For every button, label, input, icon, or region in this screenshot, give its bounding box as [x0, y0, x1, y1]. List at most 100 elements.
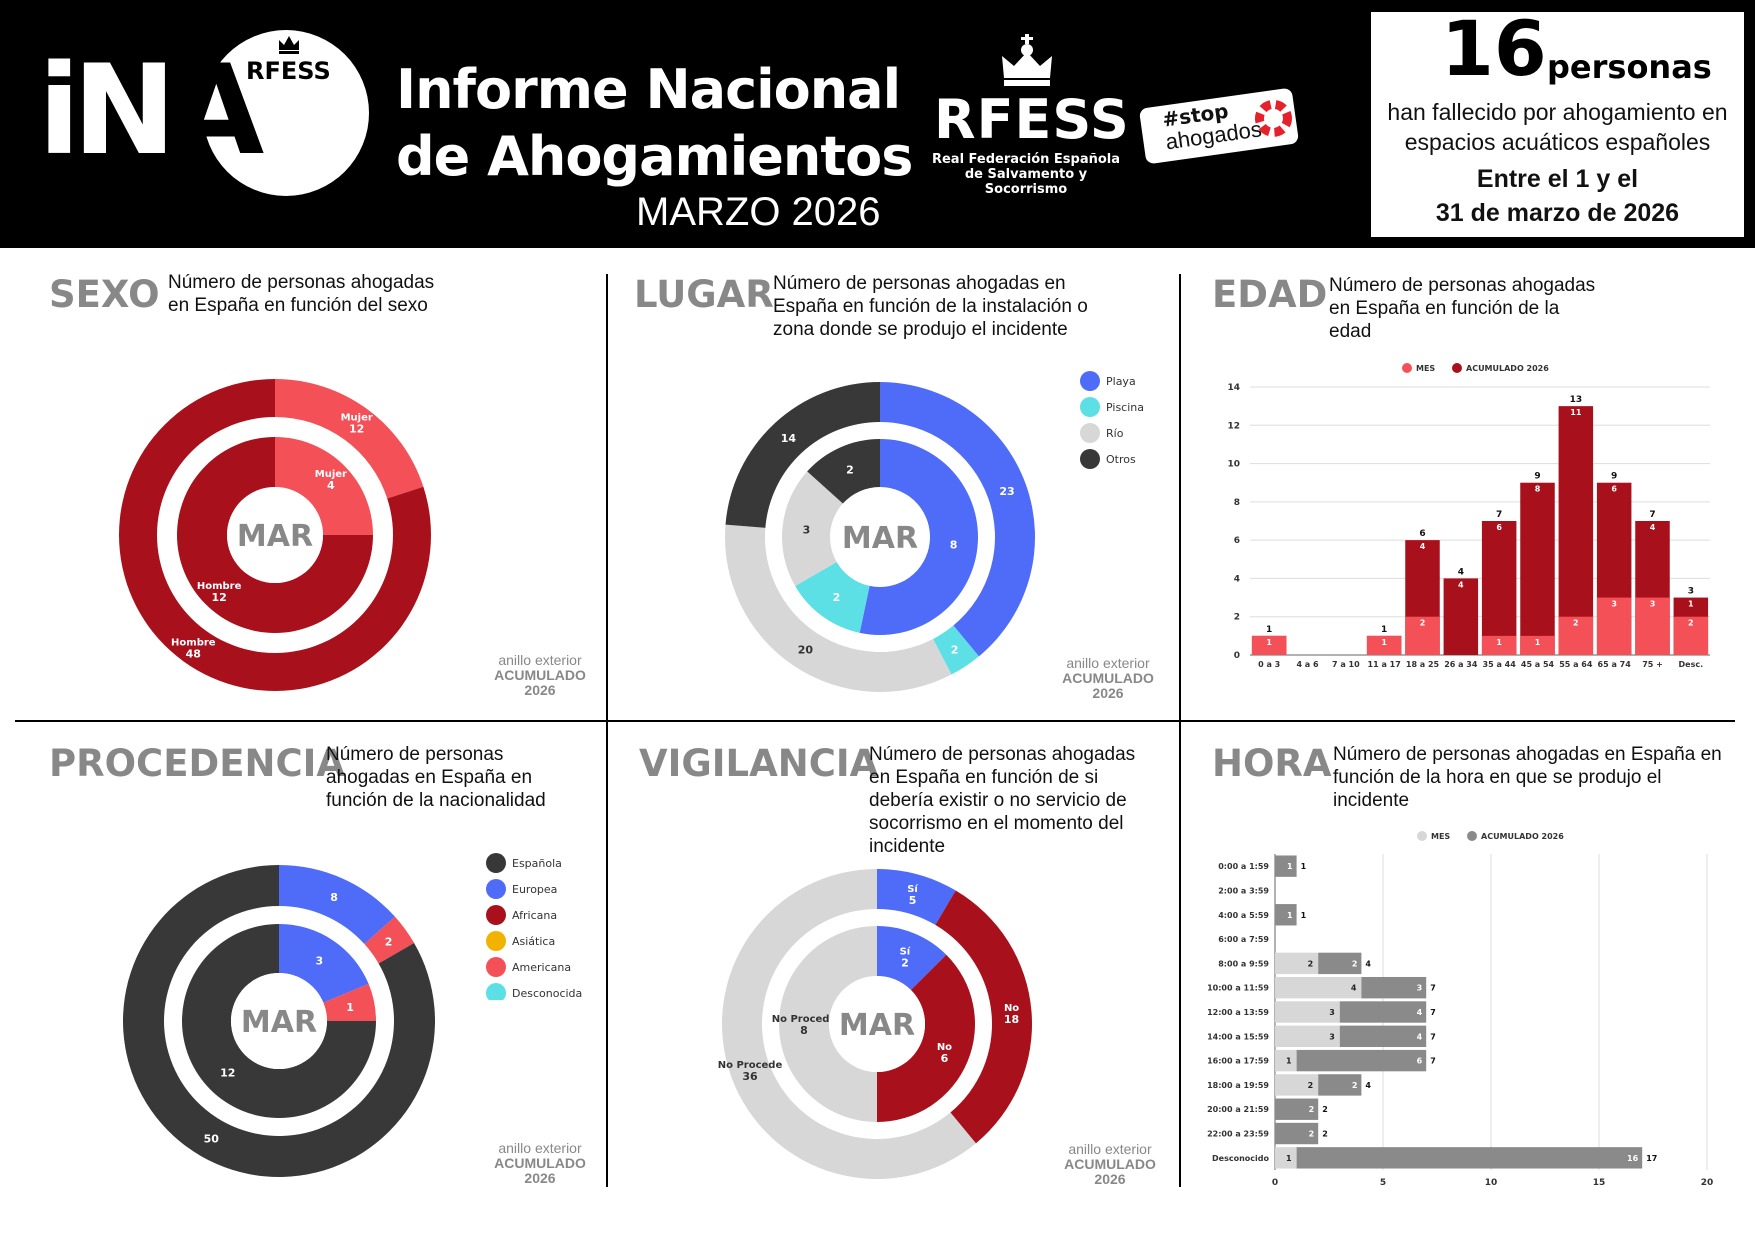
edad-xtick-0: 0 a 3: [1258, 660, 1280, 669]
ina-logo-brand: RFESS: [246, 57, 331, 85]
lugar-legend: Playa Piscina Río Otros: [1080, 371, 1144, 469]
edad-bar-mes-10: [1635, 597, 1670, 655]
edad-acumulado-label-9: 9: [1611, 472, 1617, 482]
hora-bar-acumulado-12: [1296, 1147, 1643, 1169]
lugar-inner-slice-3: [807, 439, 880, 504]
summary-date: Entre el 1 y el 31 de marzo de 2026: [1371, 162, 1744, 230]
outer-ring-note-line1: anillo exterior: [498, 1140, 582, 1156]
sexo-outer-label-0: Mujer: [341, 413, 373, 424]
lugar-legend-label-3: Otros: [1106, 453, 1136, 466]
edad-mes-label-7: 1: [1535, 638, 1541, 647]
section-title-sexo: SEXO: [49, 273, 160, 316]
sexo-inner-value-1: 12: [211, 591, 226, 604]
sexo-outer-value-0: 12: [349, 423, 364, 436]
edad-acumulado-label-7: 9: [1534, 472, 1540, 482]
hora-acumulado-label-7: 7: [1430, 1032, 1436, 1041]
vigilancia-outer-label-1: No: [1004, 1003, 1019, 1014]
ina-logo: iNA: [38, 39, 264, 183]
sexo-inner-value-0: 4: [327, 479, 335, 492]
vigilancia-inner-label-1: No: [937, 1042, 952, 1053]
hora-mes-label-12: 1: [1286, 1154, 1292, 1163]
summary-box: 16 personas han fallecido por ahogamient…: [1371, 4, 1744, 237]
hora-bar-acumulado-0: [1275, 855, 1297, 877]
procedencia-outer-value-2: 50: [204, 1132, 220, 1145]
edad-segment-label-9: 6: [1611, 485, 1617, 494]
summary-text: han fallecido por ahogamiento en espacio…: [1371, 97, 1744, 157]
edad-ytick-2: 4: [1234, 574, 1240, 584]
hora-segment-label-7: 4: [1417, 1032, 1423, 1041]
lugar-inner-slice-0: [859, 439, 978, 635]
procedencia-legend-swatch-4: [486, 957, 506, 977]
edad-acumulado-label-3: 1: [1381, 625, 1387, 635]
section-title-hora: HORA: [1212, 742, 1332, 785]
lugar-center-disc: [832, 489, 928, 585]
hora-bar-acumulado-6: [1339, 1001, 1427, 1023]
lugar-outer-value-1: 2: [951, 643, 959, 656]
edad-bar-mes-7: [1520, 635, 1555, 655]
hora-segment-label-4: 2: [1352, 959, 1358, 968]
hora-legend-swatch-1: [1467, 831, 1477, 841]
hora-ytick-10: 20:00 a 21:59: [1207, 1105, 1269, 1114]
sexo-center-disc: [227, 487, 323, 583]
procedencia-outer-value-0: 8: [330, 891, 338, 904]
lifebuoy-icon: [1254, 99, 1292, 137]
edad-segment-label-8: 11: [1570, 408, 1582, 417]
procedencia-inner-slice-1: [323, 983, 376, 1021]
report-title-line1: Informe Nacional: [396, 58, 901, 121]
procedencia-legend-swatch-2: [486, 905, 506, 925]
report-title-line2: de Ahogamientos: [396, 125, 913, 188]
section-desc-vigilancia: Número de personas ahogadas en España en…: [869, 744, 1136, 857]
edad-segment-label-6: 6: [1496, 523, 1502, 532]
edad-xtick-10: 75 +: [1642, 660, 1663, 669]
hora-xtick-1: 5: [1380, 1178, 1386, 1188]
procedencia-legend-label-1: Europea: [512, 883, 557, 896]
procedencia-inner-value-2: 12: [220, 1066, 235, 1079]
hora-bar-acumulado-5: [1361, 976, 1427, 999]
edad-xtick-1: 4 a 6: [1296, 660, 1319, 669]
hora-ytick-12: Desconocido: [1212, 1154, 1269, 1163]
edad-mes-label-3: 1: [1381, 638, 1387, 647]
summary-count: 16: [1441, 4, 1547, 93]
edad-segment-label-4: 4: [1420, 542, 1426, 551]
lugar-outer-value-3: 14: [781, 432, 797, 445]
edad-xtick-2: 7 a 10: [1332, 660, 1360, 669]
hora-bar-acumulado-10: [1275, 1098, 1319, 1120]
procedencia-legend-swatch-3: [486, 931, 506, 951]
vertical-divider-right: [1179, 274, 1181, 1187]
summary-date-line1: Entre el 1 y el: [1476, 165, 1639, 193]
edad-mes-label-0: 1: [1266, 638, 1272, 647]
sexo-outer-value-1: 48: [186, 647, 201, 660]
lugar-outer-value-2: 20: [798, 643, 814, 656]
procedencia-legend-label-0: Española: [512, 857, 562, 870]
vigilancia-inner-label-2: No Procede: [772, 1014, 837, 1025]
hora-xtick-2: 10: [1485, 1178, 1498, 1188]
hora-segment-label-2: 1: [1287, 911, 1293, 920]
lugar-legend-label-1: Piscina: [1106, 401, 1144, 414]
section-desc-sexo: Número de personas ahogadas en España en…: [168, 272, 435, 316]
hora-bar-acumulado-9: [1318, 1074, 1362, 1096]
hora-acumulado-label-4: 4: [1365, 959, 1371, 968]
hora-ytick-8: 16:00 a 17:59: [1207, 1057, 1269, 1066]
edad-xtick-11: Desc.: [1679, 660, 1704, 669]
vigilancia-inner-value-1: 6: [941, 1052, 949, 1065]
edad-bar-mes-8: [1558, 616, 1594, 655]
procedencia-outer-slice-0: [279, 865, 395, 945]
procedencia-inner-value-1: 1: [346, 1001, 354, 1014]
hora-xtick-4: 20: [1701, 1178, 1714, 1188]
edad-bar-mes-9: [1596, 597, 1632, 655]
header-banner: iNA RFESS Informe Nacional de Ahogamient…: [0, 0, 1755, 248]
edad-acumulado-label-4: 6: [1419, 529, 1425, 539]
hora-bar-acumulado-8: [1296, 1049, 1427, 1072]
hora-ytick-9: 18:00 a 19:59: [1207, 1081, 1269, 1090]
hora-acumulado-label-11: 2: [1322, 1130, 1328, 1139]
hora-segment-label-5: 3: [1417, 984, 1423, 993]
stop-ahogados-badge: #stop ahogados: [1138, 87, 1300, 165]
sexo-outer-slice-0: [275, 379, 424, 499]
hora-ytick-7: 14:00 a 15:59: [1207, 1032, 1269, 1041]
vigilancia-inner-value-0: 2: [901, 957, 909, 970]
